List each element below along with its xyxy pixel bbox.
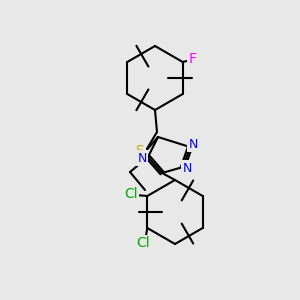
Text: N: N [182,161,192,175]
Text: F: F [189,52,197,66]
Text: N: N [188,137,198,151]
Text: Cl: Cl [136,236,150,250]
Text: S: S [136,144,144,158]
Text: Cl: Cl [124,187,138,201]
Text: N: N [137,152,147,164]
